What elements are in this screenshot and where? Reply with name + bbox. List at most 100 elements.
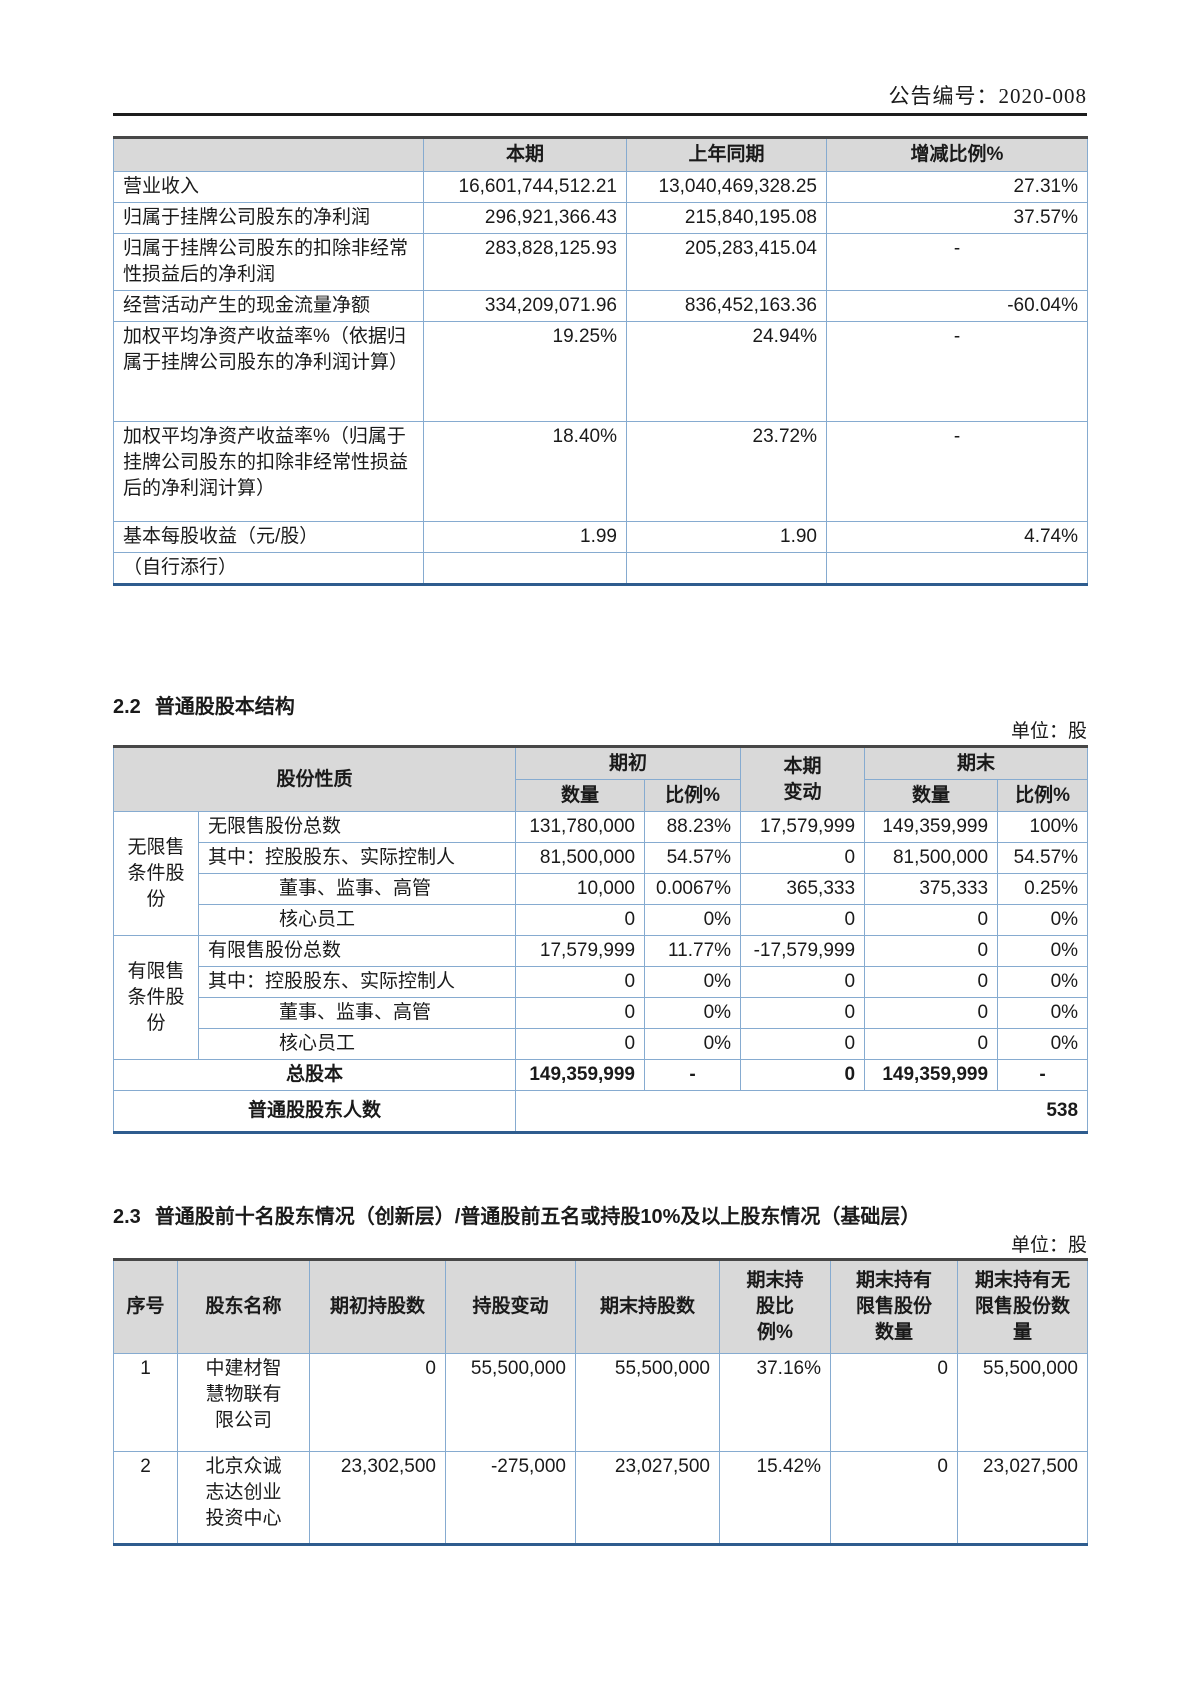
- value-cell: 0: [515, 997, 646, 1029]
- section-title: 普通股股本结构: [154, 696, 295, 718]
- table-header-row: 数量 比例% 数量 比例%: [114, 779, 1089, 812]
- value-cell: -17,579,999: [740, 935, 866, 967]
- table-row: 加权平均净资产收益率%（归属于挂牌公司股东的扣除非经常性损益后的净利润计算） 1…: [113, 421, 1088, 522]
- unit-label: 单位：股: [1010, 1235, 1087, 1256]
- value-cell: 55,500,000: [957, 1353, 1088, 1452]
- header-share-change: 持股变动: [445, 1259, 576, 1354]
- value-cell: 0: [740, 1028, 866, 1060]
- value-cell: 0: [740, 842, 866, 874]
- value-cell: 0: [864, 966, 999, 998]
- table-row: 董事、监事、高管 10,000 0.0067% 365,333 375,333 …: [114, 873, 1089, 905]
- header-quantity: 数量: [864, 779, 999, 812]
- table-row: 其中：控股股东、实际控制人 81,500,000 54.57% 0 81,500…: [114, 842, 1089, 874]
- section-number: 2.3: [113, 1206, 141, 1228]
- value-cell: 0%: [997, 966, 1089, 998]
- value-cell: 27.31%: [826, 171, 1088, 203]
- header-divider: [113, 113, 1087, 116]
- total-row-label: 总股本: [112, 1059, 517, 1091]
- value-cell: 0: [830, 1451, 958, 1545]
- value-cell: 55,500,000: [575, 1353, 720, 1452]
- value-cell: 54.57%: [644, 842, 742, 874]
- value-cell: 0%: [644, 966, 742, 998]
- table-header-row: 股份性质 期初 本期变动 期末: [112, 746, 1089, 812]
- value-cell: -: [826, 421, 1088, 522]
- holders-count-label: 普通股股东人数: [112, 1090, 517, 1133]
- table-row: 董事、监事、高管 0 0% 0 0 0%: [114, 997, 1089, 1029]
- value-cell: 375,333: [864, 873, 999, 905]
- value-cell: 17,579,999: [515, 935, 646, 967]
- value-cell: 0%: [997, 935, 1089, 967]
- value-cell: 0: [864, 1028, 999, 1060]
- value-cell: 0: [830, 1353, 958, 1452]
- value-cell: 17,579,999: [740, 811, 866, 843]
- value-cell: 0: [864, 997, 999, 1029]
- value-cell: 37.16%: [719, 1353, 831, 1452]
- value-cell: 16,601,744,512.21: [423, 171, 627, 203]
- value-cell: [423, 552, 627, 585]
- table-row: 营业收入 16,601,744,512.21 13,040,469,328.25…: [113, 171, 1088, 203]
- table-row: 2 北京众诚志达创业投资中心 23,302,500 -275,000 23,02…: [113, 1451, 1088, 1545]
- row-label: 无限售股份总数: [197, 811, 517, 843]
- value-cell: 1.90: [626, 521, 827, 553]
- holder-name: 中建材智慧物联有限公司: [177, 1353, 310, 1452]
- value-cell: -275,000: [445, 1451, 576, 1545]
- row-label: 归属于挂牌公司股东的净利润: [113, 202, 424, 234]
- unit-label: 单位：股: [1010, 721, 1087, 742]
- value-cell: 205,283,415.04: [626, 233, 827, 291]
- top-holders-table: 序号 股东名称 期初持股数 持股变动 期末持股数 期末持股比例% 期末持有限售股…: [113, 1258, 1088, 1546]
- value-cell: 0: [515, 966, 646, 998]
- table-row: 归属于挂牌公司股东的净利润 296,921,366.43 215,840,195…: [113, 202, 1088, 234]
- value-cell: 0: [309, 1353, 446, 1452]
- table-row: 归属于挂牌公司股东的扣除非经常性损益后的净利润 283,828,125.93 2…: [113, 233, 1088, 291]
- value-cell: 0%: [644, 904, 742, 936]
- value-cell: 23,027,500: [575, 1451, 720, 1545]
- header-end-restricted: 期末持有限售股份数量: [830, 1259, 958, 1354]
- table-header-row: 本期 上年同期 增减比例%: [113, 137, 1088, 172]
- value-cell: 13,040,469,328.25: [626, 171, 827, 203]
- row-label: 有限售股份总数: [197, 935, 517, 967]
- value-cell: 149,359,999: [864, 811, 999, 843]
- summary-header-empty: [113, 137, 424, 172]
- value-cell: 0: [740, 966, 866, 998]
- holders-count-row: 普通股股东人数 538: [112, 1090, 1089, 1133]
- value-cell: 334,209,071.96: [423, 290, 627, 322]
- group-label-unrestricted: 无限售条件股份: [113, 811, 199, 936]
- value-cell: 0%: [997, 1028, 1089, 1060]
- header-percent: 比例%: [644, 779, 742, 812]
- value-cell: 24.94%: [626, 321, 827, 422]
- holder-index: 1: [113, 1353, 178, 1452]
- summary-table: 本期 上年同期 增减比例% 营业收入 16,601,744,512.21 13,…: [113, 136, 1088, 586]
- header-end-pct: 期末持股比例%: [719, 1259, 831, 1354]
- total-row: 总股本 149,359,999 - 0 149,359,999 -: [112, 1059, 1089, 1091]
- table-row: 基本每股收益（元/股） 1.99 1.90 4.74%: [113, 521, 1088, 553]
- value-cell: 283,828,125.93: [423, 233, 627, 291]
- row-label: （自行添行）: [113, 552, 424, 585]
- value-cell: 836,452,163.36: [626, 290, 827, 322]
- value-cell: -: [997, 1059, 1089, 1091]
- row-label: 经营活动产生的现金流量净额: [113, 290, 424, 322]
- row-label: 归属于挂牌公司股东的扣除非经常性损益后的净利润: [113, 233, 424, 291]
- value-cell: -: [826, 321, 1088, 422]
- value-cell: 0: [515, 1028, 646, 1060]
- value-cell: 54.57%: [997, 842, 1089, 874]
- row-label: 基本每股收益（元/股）: [113, 521, 424, 553]
- row-label: 营业收入: [113, 171, 424, 203]
- section-2-2-heading: 2.2 普通股股本结构: [113, 690, 295, 719]
- value-cell: 149,359,999: [864, 1059, 999, 1091]
- row-label: 其中：控股股东、实际控制人: [197, 966, 517, 998]
- value-cell: 296,921,366.43: [423, 202, 627, 234]
- value-cell: 365,333: [740, 873, 866, 905]
- value-cell: 15.42%: [719, 1451, 831, 1545]
- value-cell: [826, 552, 1088, 585]
- value-cell: 4.74%: [826, 521, 1088, 553]
- value-cell: 0: [740, 997, 866, 1029]
- value-cell: 100%: [997, 811, 1089, 843]
- header-period-change: 本期变动: [740, 746, 866, 812]
- table-header-row: 序号 股东名称 期初持股数 持股变动 期末持股数 期末持股比例% 期末持有限售股…: [113, 1259, 1088, 1354]
- row-label: 核心员工: [197, 904, 517, 936]
- row-label: 董事、监事、高管: [197, 873, 517, 905]
- value-cell: 23,302,500: [309, 1451, 446, 1545]
- header-holder-name: 股东名称: [177, 1259, 310, 1354]
- header-share-nature: 股份性质: [112, 746, 517, 812]
- row-label: 加权平均净资产收益率%（依据归属于挂牌公司股东的净利润计算）: [113, 321, 424, 422]
